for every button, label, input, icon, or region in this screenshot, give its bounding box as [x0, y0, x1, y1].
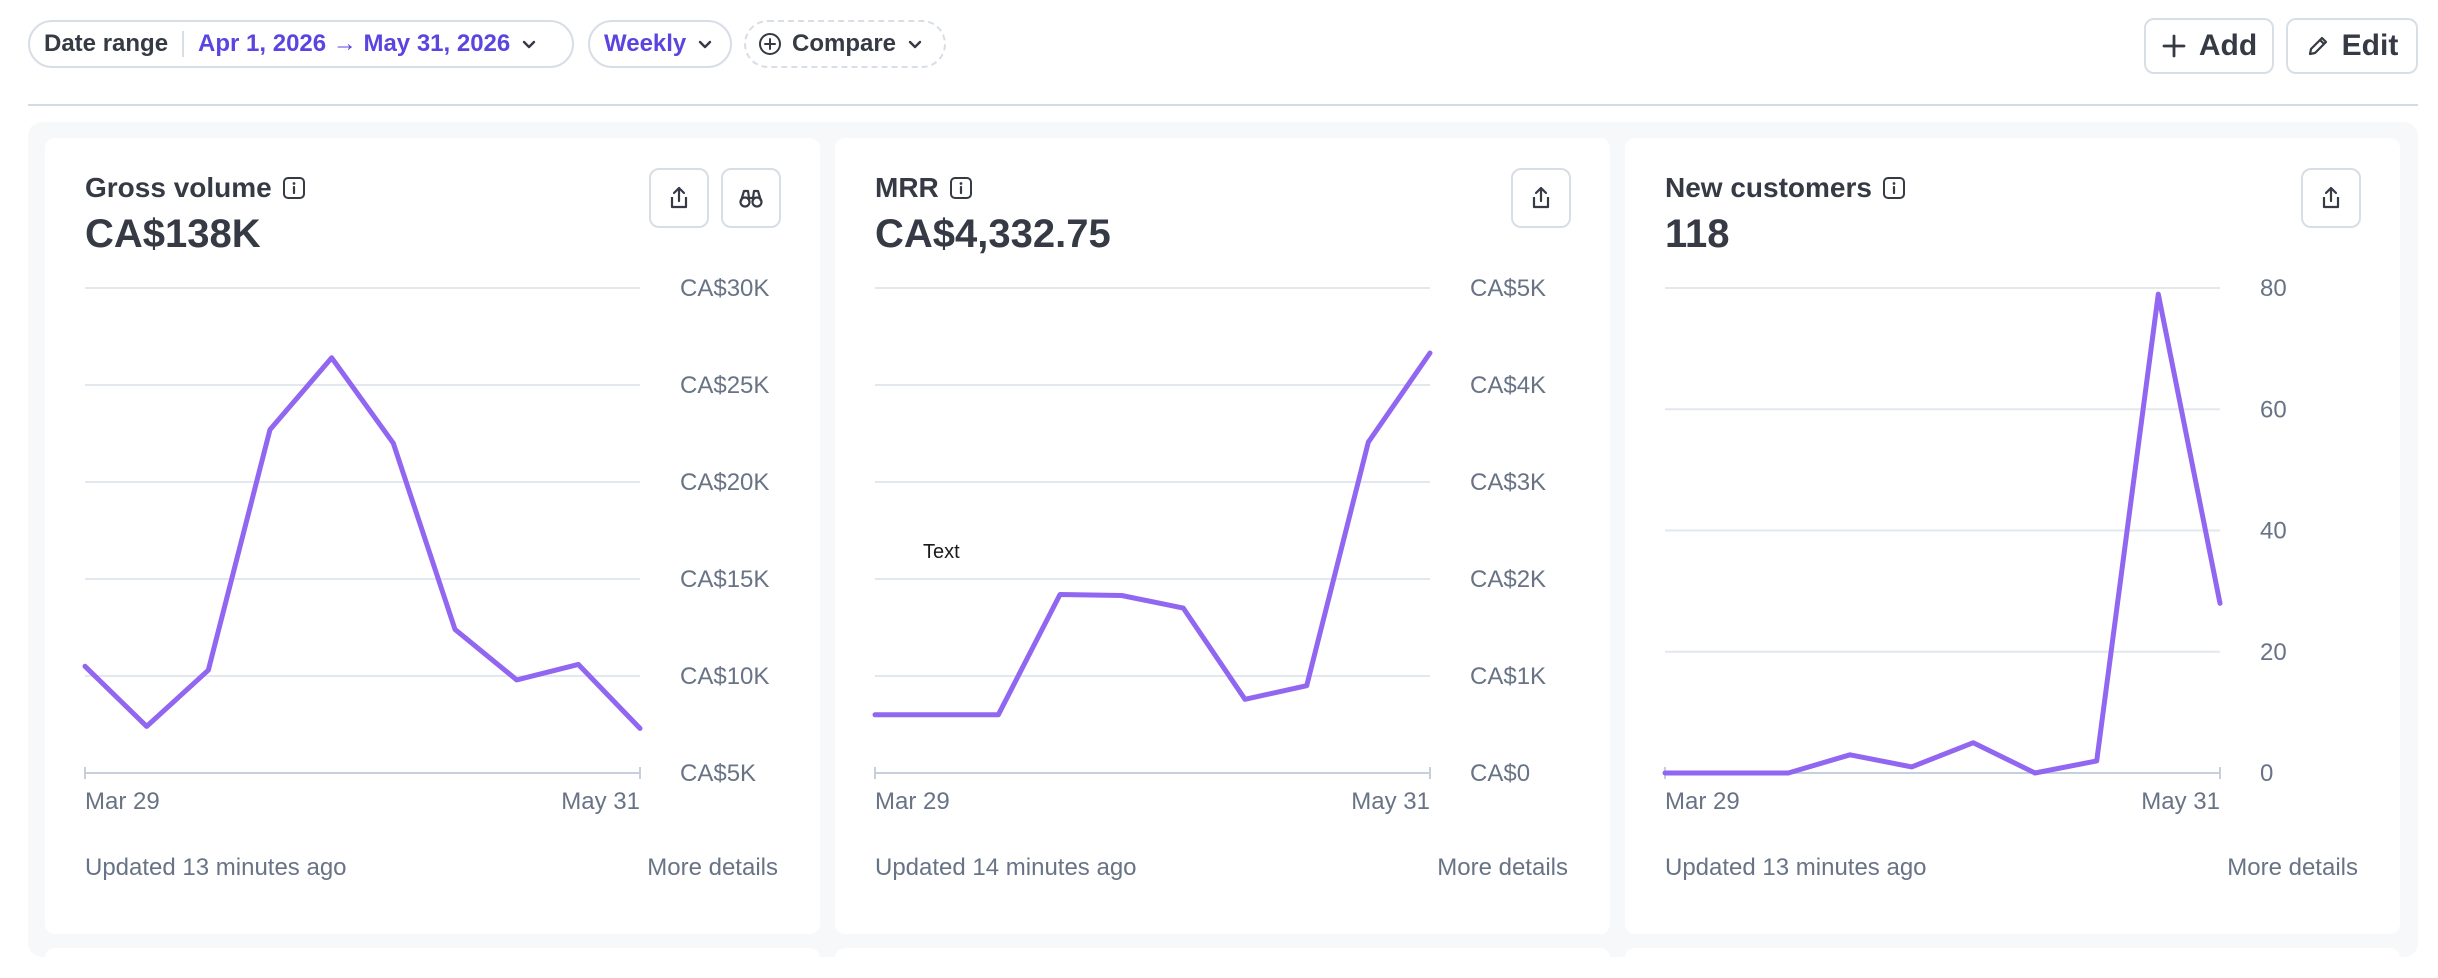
y-tick-label: 40 — [2260, 518, 2287, 545]
chevron-down-icon — [520, 35, 538, 53]
card-metric: CA$4,332.75 — [875, 212, 1111, 256]
y-tick-label: 60 — [2260, 396, 2287, 423]
y-tick-label: CA$30K — [680, 275, 769, 302]
pencil-icon — [2308, 36, 2327, 56]
chart-annotation: Text — [923, 541, 960, 563]
edit-label: Edit — [2341, 29, 2399, 62]
explore-button[interactable] — [721, 168, 781, 228]
x-tick-label: May 31 — [2141, 788, 2220, 815]
share-icon — [1532, 186, 1550, 209]
mrr-chart: CA$5K CA$4K CA$3K CA$2K CA$1K CA$0 Mar 29 May 3… — [872, 275, 1546, 815]
compare-label: Compare — [792, 30, 897, 57]
mrr-card[interactable]: MRR CA$4,332.75 CA$5K CA$4K CA$3K CA$2K CA$1… — [835, 138, 1610, 934]
series-line — [82, 355, 643, 731]
share-button[interactable] — [2301, 168, 2361, 228]
card-title: MRR — [875, 172, 939, 203]
edit-button[interactable]: Edit — [2286, 18, 2418, 74]
more-details-link[interactable]: More details — [2227, 854, 2358, 881]
x-tick-label: Mar 29 — [875, 788, 950, 815]
updated-text: Updated 13 minutes ago — [1665, 854, 1927, 881]
share-button[interactable] — [649, 168, 709, 228]
y-tick-label: CA$15K — [680, 566, 769, 593]
y-tick-label: CA$4K — [1470, 372, 1546, 399]
info-icon[interactable] — [282, 176, 306, 200]
date-range-value: Apr 1, 2026 → May 31, 2026 — [198, 30, 511, 57]
y-tick-label: CA$3K — [1470, 469, 1546, 496]
y-tick-label: CA$10K — [680, 663, 769, 690]
card-peek — [835, 948, 1610, 978]
plus-circle-icon — [758, 32, 782, 56]
y-tick-label: CA$5K — [1470, 275, 1546, 302]
share-icon — [2322, 186, 2340, 209]
interval-value: Weekly — [604, 30, 687, 57]
y-tick-label: CA$20K — [680, 469, 769, 496]
x-tick-label: May 31 — [1351, 788, 1430, 815]
card-peek — [45, 948, 820, 978]
date-range-label: Date range — [44, 30, 169, 57]
y-tick-label: 20 — [2260, 639, 2287, 666]
y-tick-label: 0 — [2260, 760, 2273, 787]
y-tick-label: CA$1K — [1470, 663, 1546, 690]
compare-button[interactable]: Compare — [744, 20, 946, 68]
y-tick-label: CA$2K — [1470, 566, 1546, 593]
chevron-down-icon — [696, 35, 714, 53]
info-icon[interactable] — [949, 176, 973, 200]
more-details-link[interactable]: More details — [647, 854, 778, 881]
y-tick-label: CA$25K — [680, 372, 769, 399]
toolbar: Date range Apr 1, 2026 → May 31, 2026 We… — [28, 18, 2418, 74]
card-title: New customers — [1665, 172, 1872, 203]
gross-volume-chart: CA$30K CA$25K CA$20K CA$15K CA$10K CA$5K Mar 2… — [82, 275, 769, 815]
y-tick-label: CA$5K — [680, 760, 756, 787]
series-line — [1662, 291, 2223, 776]
x-tick-label: May 31 — [561, 788, 640, 815]
x-tick-label: Mar 29 — [85, 788, 160, 815]
updated-text: Updated 14 minutes ago — [875, 854, 1137, 881]
card-peek — [1625, 948, 2400, 978]
new-customers-chart: 80 60 40 20 0 Mar 29 May 31 — [1662, 275, 2287, 815]
gross-volume-card[interactable]: Gross volume CA$138K CA$30K CA$25K CA$20K C… — [45, 138, 820, 934]
binoculars-icon — [739, 189, 763, 208]
y-tick-label: CA$0 — [1470, 760, 1530, 787]
date-range-separator — [182, 31, 185, 57]
card-metric: CA$138K — [85, 212, 261, 256]
share-button[interactable] — [1511, 168, 1571, 228]
interval-select[interactable]: Weekly — [588, 20, 732, 68]
share-icon — [670, 186, 688, 209]
toolbar-divider — [28, 104, 2418, 106]
add-label: Add — [2198, 29, 2258, 62]
add-button[interactable]: Add — [2144, 18, 2274, 74]
card-title: Gross volume — [85, 172, 272, 203]
date-range-filter[interactable]: Date range Apr 1, 2026 → May 31, 2026 — [28, 20, 574, 68]
info-icon[interactable] — [1882, 176, 1906, 200]
card-metric: 118 — [1665, 212, 1730, 256]
x-tick-label: Mar 29 — [1665, 788, 1740, 815]
updated-text: Updated 13 minutes ago — [85, 854, 347, 881]
more-details-link[interactable]: More details — [1437, 854, 1568, 881]
y-tick-label: 80 — [2260, 275, 2287, 302]
new-customers-card[interactable]: New customers 118 80 60 40 20 0 Mar 29 May 31 … — [1625, 138, 2400, 934]
plus-icon — [2162, 34, 2186, 58]
series-line — [872, 350, 1433, 718]
chevron-down-icon — [906, 35, 924, 53]
